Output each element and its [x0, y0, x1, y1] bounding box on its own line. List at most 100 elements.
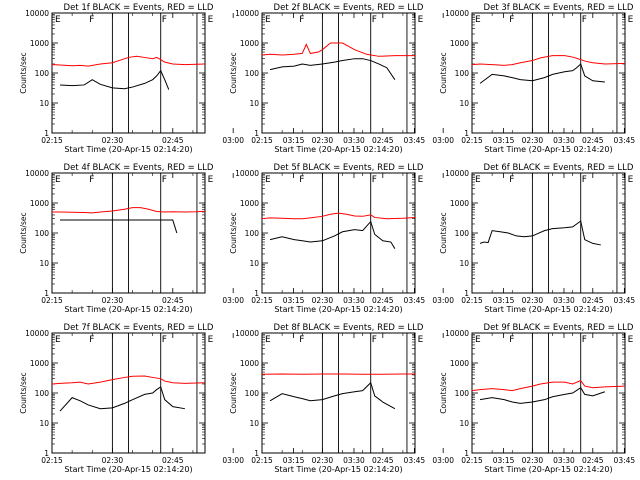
x-tick-label: 02:30: [102, 456, 124, 465]
interval-letter: F: [372, 15, 377, 25]
panel-title: Det 9f BLACK = Events, RED = LLD: [484, 323, 634, 333]
x-tick-label: 03:15: [283, 456, 305, 465]
x-tick-label: 03:00: [432, 456, 454, 465]
interval-letter: E: [55, 335, 61, 345]
x-tick-label: 02:15: [41, 296, 63, 305]
interval-letter: F: [299, 15, 304, 25]
y-tick-label: 10000: [445, 329, 469, 338]
x-tick-label: 03:45: [404, 296, 426, 305]
x-tick-label: 03:45: [614, 296, 636, 305]
interval-letter: F: [582, 175, 587, 185]
x-tick-label: 03:15: [283, 136, 305, 145]
x-axis-label: Start Time (20-Apr-15 02:14:20): [64, 465, 192, 474]
x-tick-label: 03:30: [343, 296, 365, 305]
y-tick-label: 100: [35, 389, 50, 398]
interval-letter: F: [299, 175, 304, 185]
interval-letter: F: [509, 15, 514, 25]
panel-8: Det 8f BLACK = Events, RED = LLD11010010…: [229, 323, 635, 474]
x-tick-label: 03:30: [553, 296, 575, 305]
interval-letter: E: [265, 15, 271, 25]
panel-9: Det 9f BLACK = Events, RED = LLD 1 10 100 10…: [439, 323, 634, 474]
y-tick-label: 10000: [25, 329, 49, 338]
x-tick-label: 02:30: [312, 136, 334, 145]
interval-letter: F: [582, 335, 587, 345]
interval-letter: E: [418, 335, 424, 345]
panel-title: Det 7f BLACK = Events, RED = LLD: [64, 323, 214, 333]
y-axis-label: Counts/sec: [229, 52, 238, 93]
x-tick-label: 02:30: [102, 136, 124, 145]
x-tick-label: 03:45: [404, 456, 426, 465]
y-tick-label: 1: [44, 129, 49, 138]
y-tick-label: 1: [464, 449, 469, 458]
y-tick-label: 1000: [240, 39, 259, 48]
y-axis-label: Counts/sec: [19, 372, 28, 413]
x-tick-label: 02:45: [372, 136, 394, 145]
x-axis-label: Start Time (20-Apr-15 02:14:20): [484, 305, 612, 314]
y-tick-label: 100: [35, 69, 50, 78]
panel-5: Det 5f BLACK = Events, RED = LLD11010010…: [229, 163, 635, 314]
x-tick-label: 03:45: [404, 136, 426, 145]
events-series-line: [479, 387, 606, 404]
y-tick-label: 100: [245, 389, 260, 398]
x-tick-label: 03:00: [222, 456, 244, 465]
y-tick-label: 10: [459, 419, 469, 428]
panel-title: Det 4f BLACK = Events, RED = LLD: [64, 163, 214, 173]
y-tick-label: 1: [254, 129, 259, 138]
interval-letter: E: [628, 175, 634, 185]
lld-series-line: [51, 375, 206, 385]
interval-letter: E: [55, 15, 61, 25]
interval-letter: E: [208, 15, 214, 25]
y-tick-label: 10: [39, 419, 49, 428]
events-series-line: [269, 58, 396, 80]
y-tick-label: 1: [254, 449, 259, 458]
x-axis-label: Start Time (20-Apr-15 02:14:20): [64, 305, 192, 314]
y-tick-label: 100: [35, 229, 50, 238]
x-tick-label: 03:15: [493, 136, 515, 145]
y-tick-label: 1000: [240, 359, 259, 368]
panel-title: Det 2f BLACK = Events, RED = LLD: [274, 3, 424, 13]
lld-series-line: [51, 55, 206, 67]
x-tick-label: 03:30: [553, 136, 575, 145]
interval-letter: F: [299, 335, 304, 345]
y-tick-label: 1: [464, 129, 469, 138]
interval-letter: F: [372, 335, 377, 345]
x-tick-label: 02:30: [522, 136, 544, 145]
interval-letter: E: [265, 335, 271, 345]
panel-title: Det 3f BLACK = Events, RED = LLD: [484, 3, 634, 13]
x-tick-label: 03:30: [343, 136, 365, 145]
x-tick-label: 03:30: [343, 456, 365, 465]
x-tick-label: 03:00: [432, 296, 454, 305]
y-tick-label: 1: [44, 449, 49, 458]
x-tick-label: 02:15: [461, 136, 483, 145]
x-tick-label: 02:45: [162, 296, 184, 305]
x-axis-label: Start Time (20-Apr-15 02:14:20): [484, 145, 612, 154]
y-tick-label: 10000: [25, 169, 49, 178]
y-axis-label: Counts/sec: [19, 52, 28, 93]
y-tick-label: 10: [249, 99, 259, 108]
x-tick-label: 02:45: [582, 456, 604, 465]
y-axis-label: Counts/sec: [19, 212, 28, 253]
y-tick-label: 1000: [240, 199, 259, 208]
x-tick-label: 02:45: [582, 296, 604, 305]
y-tick-label: 1000: [450, 39, 469, 48]
interval-letter: F: [89, 335, 94, 345]
lld-series-line: [261, 212, 416, 220]
x-tick-label: 02:15: [41, 136, 63, 145]
panel-title: Det 1f BLACK = Events, RED = LLD: [64, 3, 214, 13]
y-tick-label: 1: [44, 289, 49, 298]
events-series-line: [479, 63, 605, 84]
events-series-line: [479, 220, 601, 246]
interval-letter: F: [162, 335, 167, 345]
y-tick-label: 100: [245, 229, 260, 238]
x-tick-label: 02:30: [102, 296, 124, 305]
x-axis-label: Start Time (20-Apr-15 02:14:20): [274, 465, 402, 474]
x-tick-label: 02:45: [582, 136, 604, 145]
panel-title: Det 8f BLACK = Events, RED = LLD: [274, 323, 424, 333]
y-tick-label: 1: [464, 289, 469, 298]
y-tick-label: 1000: [450, 199, 469, 208]
interval-letter: E: [475, 15, 481, 25]
y-tick-label: 10000: [445, 169, 469, 178]
panel-4: Det 4f BLACK = Events, RED = LLD11010010…: [19, 163, 425, 314]
x-tick-label: 02:45: [162, 456, 184, 465]
